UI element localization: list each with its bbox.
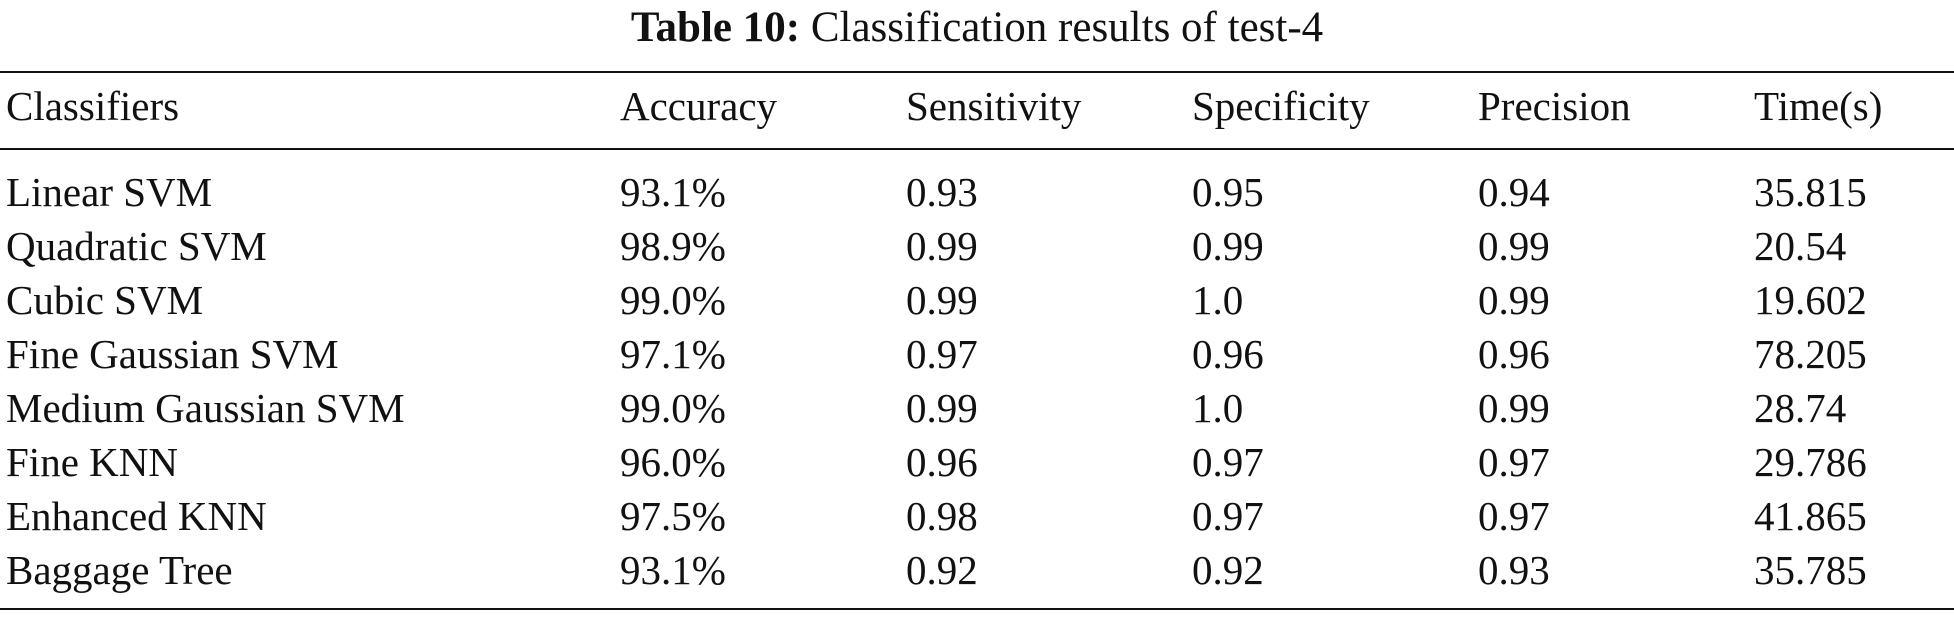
cell-sensitivity: 0.99 — [906, 223, 978, 269]
cell-time: 19.602 — [1754, 277, 1867, 323]
table-row: Medium Gaussian SVM 99.0% 0.99 1.0 0.99 … — [0, 381, 1954, 435]
table-row: Fine KNN 96.0% 0.96 0.97 0.97 29.786 — [0, 435, 1954, 489]
cell-accuracy: 98.9% — [620, 223, 726, 269]
cell-time: 35.785 — [1754, 547, 1867, 593]
cell-precision: 0.99 — [1478, 277, 1550, 323]
cell-classifier: Fine Gaussian SVM — [6, 331, 339, 377]
header-classifiers: Classifiers — [6, 83, 180, 129]
cell-specificity: 0.92 — [1192, 547, 1264, 593]
cell-time: 29.786 — [1754, 439, 1867, 485]
cell-time: 20.54 — [1754, 223, 1847, 269]
cell-accuracy: 93.1% — [620, 547, 726, 593]
table-row: Quadratic SVM 98.9% 0.99 0.99 0.99 20.54 — [0, 219, 1954, 273]
cell-specificity: 0.97 — [1192, 493, 1264, 539]
cell-precision: 0.93 — [1478, 547, 1550, 593]
cell-classifier: Baggage Tree — [6, 547, 233, 593]
cell-time: 28.74 — [1754, 385, 1847, 431]
cell-precision: 0.97 — [1478, 439, 1550, 485]
cell-classifier: Linear SVM — [6, 169, 213, 215]
cell-sensitivity: 0.98 — [906, 493, 978, 539]
cell-precision: 0.99 — [1478, 223, 1550, 269]
table-row: Fine Gaussian SVM 97.1% 0.97 0.96 0.96 7… — [0, 327, 1954, 381]
cell-precision: 0.96 — [1478, 331, 1550, 377]
table-bottom-rule — [0, 608, 1954, 610]
table-row: Enhanced KNN 97.5% 0.98 0.97 0.97 41.865 — [0, 489, 1954, 543]
cell-classifier: Cubic SVM — [6, 277, 204, 323]
cell-accuracy: 99.0% — [620, 277, 726, 323]
cell-sensitivity: 0.99 — [906, 385, 978, 431]
cell-accuracy: 96.0% — [620, 439, 726, 485]
cell-time: 41.865 — [1754, 493, 1867, 539]
cell-sensitivity: 0.93 — [906, 169, 978, 215]
cell-sensitivity: 0.92 — [906, 547, 978, 593]
cell-classifier: Fine KNN — [6, 439, 178, 485]
cell-time: 78.205 — [1754, 331, 1867, 377]
table-row: Cubic SVM 99.0% 0.99 1.0 0.99 19.602 — [0, 273, 1954, 327]
header-sensitivity: Sensitivity — [906, 83, 1082, 129]
cell-accuracy: 97.1% — [620, 331, 726, 377]
cell-precision: 0.97 — [1478, 493, 1550, 539]
cell-classifier: Quadratic SVM — [6, 223, 267, 269]
cell-specificity: 1.0 — [1192, 277, 1244, 323]
table-caption-label: Table 10: — [630, 4, 801, 51]
table-row: Baggage Tree 93.1% 0.92 0.92 0.93 35.785 — [0, 543, 1954, 597]
cell-accuracy: 93.1% — [620, 169, 726, 215]
table-body: Linear SVM 93.1% 0.93 0.95 0.94 35.815 Q… — [0, 165, 1954, 597]
cell-precision: 0.99 — [1478, 385, 1550, 431]
cell-sensitivity: 0.96 — [906, 439, 978, 485]
table-header-row: Classifiers Accuracy Sensitivity Specifi… — [0, 78, 1954, 134]
cell-accuracy: 99.0% — [620, 385, 726, 431]
header-time: Time(s) — [1754, 83, 1883, 129]
cell-accuracy: 97.5% — [620, 493, 726, 539]
header-precision: Precision — [1478, 83, 1631, 129]
table-caption-text: Classification results of test-4 — [810, 4, 1324, 51]
header-specificity: Specificity — [1192, 83, 1370, 129]
cell-sensitivity: 0.97 — [906, 331, 978, 377]
cell-specificity: 0.95 — [1192, 169, 1264, 215]
cell-time: 35.815 — [1754, 169, 1867, 215]
cell-classifier: Enhanced KNN — [6, 493, 267, 539]
cell-specificity: 0.99 — [1192, 223, 1264, 269]
cell-specificity: 0.96 — [1192, 331, 1264, 377]
header-accuracy: Accuracy — [620, 83, 778, 129]
cell-specificity: 0.97 — [1192, 439, 1264, 485]
table-top-rule — [0, 71, 1954, 73]
cell-classifier: Medium Gaussian SVM — [6, 385, 405, 431]
cell-sensitivity: 0.99 — [906, 277, 978, 323]
table-caption: Table 10: Classification results of test… — [0, 0, 1954, 60]
cell-precision: 0.94 — [1478, 169, 1550, 215]
table-header-rule — [0, 148, 1954, 150]
cell-specificity: 1.0 — [1192, 385, 1244, 431]
table-row: Linear SVM 93.1% 0.93 0.95 0.94 35.815 — [0, 165, 1954, 219]
